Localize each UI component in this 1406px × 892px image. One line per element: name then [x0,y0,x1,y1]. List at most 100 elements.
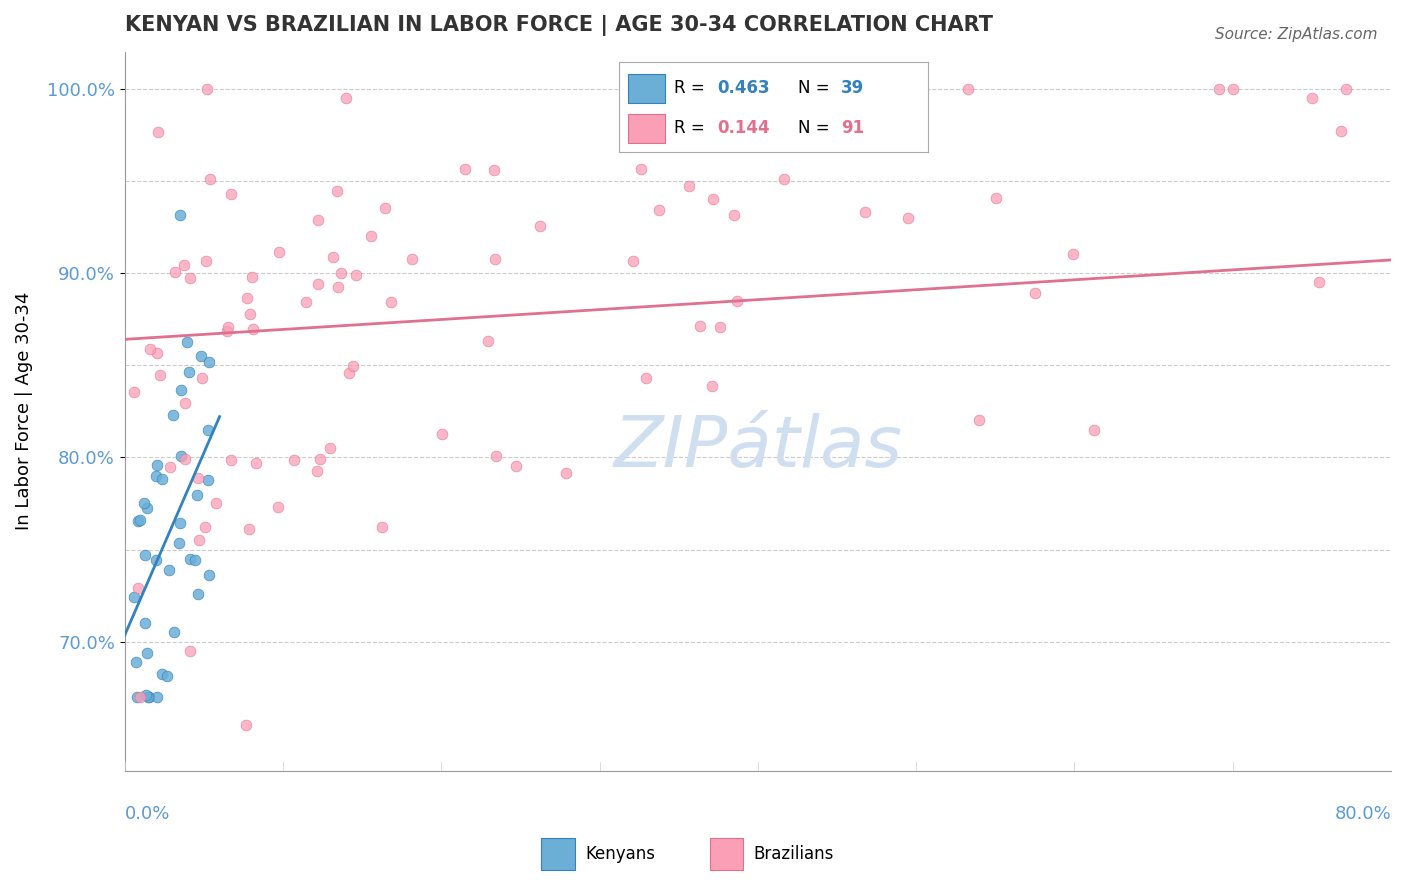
Point [1334,81,1357,95]
Point [454,161,477,176]
Point [754,112,776,126]
Point [134,548,156,562]
Point [239,308,262,322]
Point [709,319,731,334]
Point [127,690,149,704]
Point [267,500,290,514]
Text: N =: N = [799,120,835,137]
Point [190,349,212,363]
Point [360,229,382,244]
Text: Source: ZipAtlas.com: Source: ZipAtlas.com [1215,27,1378,42]
Point [1301,91,1323,105]
Point [136,646,159,660]
Point [194,254,217,268]
Point [295,295,318,310]
Point [129,513,152,527]
Point [505,458,527,473]
Point [169,516,191,530]
Point [630,162,652,177]
Text: 0.144: 0.144 [717,120,770,137]
Point [371,520,394,534]
Point [1329,123,1351,137]
Text: R =: R = [675,120,710,137]
Point [146,346,169,360]
Point [190,370,212,384]
Point [186,488,208,502]
Point [197,423,219,437]
Point [146,125,169,139]
Point [174,452,197,467]
Point [380,295,402,310]
Point [957,81,980,95]
Point [145,468,167,483]
Point [727,293,749,308]
Point [145,690,167,704]
Point [634,371,657,385]
Point [335,91,357,105]
Point [156,669,179,683]
Point [554,466,576,480]
Point [529,219,551,234]
Point [432,426,454,441]
Point [1062,246,1084,260]
Point [169,208,191,222]
Point [245,456,267,470]
Point [150,666,173,681]
Point [187,471,209,485]
Point [127,514,149,528]
Text: 0.463: 0.463 [717,79,770,97]
Point [135,501,157,516]
Point [219,452,242,467]
Point [477,334,499,348]
Point [122,590,145,604]
Text: 39: 39 [841,79,865,97]
Point [132,496,155,510]
Point [159,459,181,474]
FancyBboxPatch shape [710,838,744,871]
Text: 80.0%: 80.0% [1334,805,1391,823]
Point [283,453,305,467]
Text: KENYAN VS BRAZILIAN IN LABOR FORCE | AGE 30-34 CORRELATION CHART: KENYAN VS BRAZILIAN IN LABOR FORCE | AGE… [125,15,993,36]
Text: ZIPátlas: ZIPátlas [613,413,903,482]
Point [984,191,1007,205]
Point [897,211,920,226]
Point [678,178,700,193]
Point [135,688,157,702]
Point [235,717,257,731]
Point [173,396,195,410]
Text: Kenyans: Kenyans [585,845,655,863]
Point [648,202,671,217]
Point [1024,285,1046,300]
Text: Brazilians: Brazilians [754,845,834,863]
Point [169,384,191,398]
Point [853,205,876,219]
Point [177,365,200,379]
Point [138,690,160,704]
Point [967,413,990,427]
Point [170,449,193,463]
Point [162,409,184,423]
Point [134,616,156,631]
Point [689,318,711,333]
Point [702,192,724,206]
Point [176,335,198,350]
Point [122,384,145,399]
FancyBboxPatch shape [628,74,665,103]
Point [267,244,290,259]
Point [723,208,745,222]
Point [165,265,187,279]
Point [198,567,221,582]
Point [163,625,186,640]
Point [195,81,218,95]
Point [169,536,191,550]
FancyBboxPatch shape [541,838,575,871]
Point [1208,81,1230,95]
Point [125,655,148,669]
Point [240,270,263,285]
Point [128,690,150,704]
Point [242,321,264,335]
Point [329,266,352,280]
Point [485,450,508,464]
Point [173,258,195,272]
Point [194,520,217,534]
